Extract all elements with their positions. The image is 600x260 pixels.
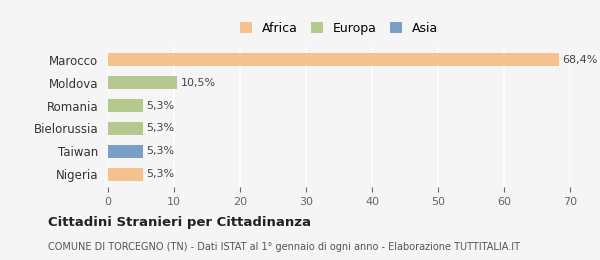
- Text: 5,3%: 5,3%: [146, 170, 175, 179]
- Text: Cittadini Stranieri per Cittadinanza: Cittadini Stranieri per Cittadinanza: [48, 216, 311, 229]
- Bar: [108, 99, 143, 112]
- Bar: [108, 145, 143, 158]
- Text: COMUNE DI TORCEGNO (TN) - Dati ISTAT al 1° gennaio di ogni anno - Elaborazione T: COMUNE DI TORCEGNO (TN) - Dati ISTAT al …: [48, 242, 520, 252]
- Legend: Africa, Europa, Asia: Africa, Europa, Asia: [240, 22, 438, 35]
- Bar: [108, 122, 143, 135]
- Bar: [108, 53, 559, 66]
- Text: 5,3%: 5,3%: [146, 101, 175, 110]
- Text: 5,3%: 5,3%: [146, 124, 175, 133]
- Text: 5,3%: 5,3%: [146, 146, 175, 157]
- Bar: [108, 168, 143, 181]
- Text: 68,4%: 68,4%: [563, 55, 598, 64]
- Text: 10,5%: 10,5%: [181, 77, 216, 88]
- Bar: [108, 76, 178, 89]
